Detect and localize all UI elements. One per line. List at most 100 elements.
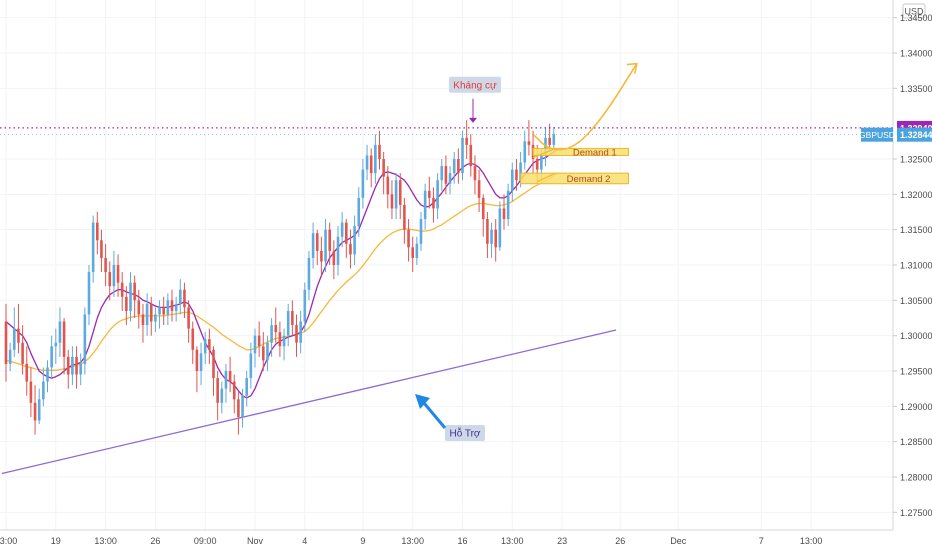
- candle[interactable]: [125, 286, 128, 326]
- candle[interactable]: [282, 328, 286, 361]
- candle[interactable]: [4, 303, 8, 382]
- candle[interactable]: [187, 300, 190, 343]
- candle[interactable]: [158, 300, 161, 329]
- time-axis[interactable]: 13:00 19 13:00 26 09:00 Nov 4 9 13:00 16 13:00 23 26…: [0, 536, 822, 546]
- candle[interactable]: [50, 335, 53, 379]
- candle[interactable]: [527, 120, 531, 156]
- candle[interactable]: [394, 173, 398, 220]
- candle[interactable]: [37, 388, 41, 424]
- candle[interactable]: [145, 293, 149, 336]
- candle[interactable]: [369, 148, 373, 188]
- candle[interactable]: [179, 279, 182, 315]
- candle[interactable]: [415, 236, 419, 265]
- candle[interactable]: [232, 374, 236, 414]
- candle[interactable]: [195, 346, 199, 393]
- candle[interactable]: [303, 282, 307, 333]
- candle[interactable]: [444, 155, 448, 195]
- candle[interactable]: [315, 229, 319, 265]
- candle[interactable]: [419, 212, 423, 251]
- candle[interactable]: [270, 318, 273, 357]
- candle[interactable]: [469, 134, 473, 177]
- candle[interactable]: [411, 236, 414, 273]
- candle[interactable]: [13, 307, 16, 357]
- candle[interactable]: [262, 332, 265, 371]
- candle[interactable]: [490, 222, 493, 258]
- candle[interactable]: [448, 166, 452, 195]
- candle[interactable]: [477, 169, 481, 212]
- candle[interactable]: [33, 385, 37, 435]
- candle[interactable]: [494, 219, 497, 262]
- candle[interactable]: [166, 293, 170, 326]
- candle[interactable]: [345, 219, 348, 258]
- candle[interactable]: [141, 303, 145, 343]
- candle[interactable]: [212, 346, 215, 396]
- candle[interactable]: [162, 296, 165, 326]
- candle[interactable]: [216, 371, 219, 421]
- candle[interactable]: [75, 346, 78, 389]
- candle[interactable]: [365, 144, 369, 181]
- candle[interactable]: [54, 328, 58, 364]
- candle[interactable]: [498, 201, 502, 251]
- candle[interactable]: [154, 307, 157, 333]
- candle[interactable]: [112, 250, 116, 297]
- candle[interactable]: [440, 159, 444, 191]
- candle[interactable]: [71, 346, 74, 386]
- candle[interactable]: [515, 159, 518, 191]
- candle[interactable]: [486, 212, 489, 258]
- candle[interactable]: [133, 275, 136, 318]
- candle[interactable]: [249, 342, 253, 389]
- price-axis[interactable]: USD 1.34500 1.34000 1.33500 1.32500 1.32000 1…: [859, 3, 932, 518]
- candle[interactable]: [62, 318, 66, 375]
- candle[interactable]: [120, 272, 124, 311]
- candle[interactable]: [25, 346, 29, 396]
- candle[interactable]: [274, 307, 278, 343]
- candle[interactable]: [378, 130, 381, 170]
- candle[interactable]: [58, 307, 62, 357]
- candle[interactable]: [266, 335, 269, 371]
- candle[interactable]: [208, 328, 211, 364]
- candle[interactable]: [245, 371, 248, 407]
- candle[interactable]: [436, 173, 439, 220]
- candle[interactable]: [96, 212, 99, 255]
- candle[interactable]: [473, 155, 477, 195]
- candle[interactable]: [320, 236, 323, 276]
- candle[interactable]: [361, 159, 365, 209]
- candle[interactable]: [224, 363, 228, 403]
- candle[interactable]: [311, 222, 315, 269]
- candle[interactable]: [253, 328, 257, 368]
- candle[interactable]: [307, 250, 311, 301]
- candle[interactable]: [21, 325, 24, 375]
- candle[interactable]: [129, 272, 132, 322]
- candle[interactable]: [423, 183, 427, 230]
- candle[interactable]: [382, 151, 385, 195]
- candle[interactable]: [170, 289, 174, 322]
- candle[interactable]: [46, 360, 49, 393]
- candle[interactable]: [237, 392, 240, 435]
- candle[interactable]: [332, 240, 336, 280]
- plot-area[interactable]: Demand 1 Demand 2 Kháng cự Hỗ Trợ: [0, 62, 893, 475]
- candle[interactable]: [432, 187, 435, 223]
- candle[interactable]: [428, 176, 431, 209]
- candle[interactable]: [91, 215, 95, 283]
- candle[interactable]: [137, 289, 141, 329]
- candle[interactable]: [386, 166, 390, 209]
- candle[interactable]: [108, 261, 112, 301]
- candle[interactable]: [374, 134, 377, 184]
- candle[interactable]: [324, 219, 327, 273]
- candle[interactable]: [8, 342, 12, 371]
- candle[interactable]: [452, 151, 456, 184]
- candle[interactable]: [17, 303, 20, 354]
- candle[interactable]: [116, 254, 120, 297]
- candle[interactable]: [104, 243, 107, 287]
- candles[interactable]: [4, 120, 556, 435]
- candle[interactable]: [87, 265, 91, 326]
- candle[interactable]: [29, 367, 33, 417]
- candle[interactable]: [349, 229, 352, 269]
- candle[interactable]: [353, 215, 356, 265]
- candle[interactable]: [199, 342, 203, 386]
- candle[interactable]: [42, 367, 45, 407]
- candle[interactable]: [183, 282, 186, 318]
- candle[interactable]: [328, 222, 331, 265]
